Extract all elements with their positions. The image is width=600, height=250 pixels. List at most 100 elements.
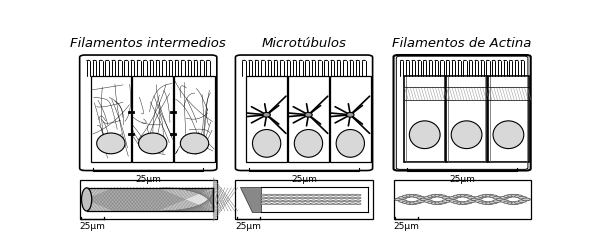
- Ellipse shape: [500, 200, 508, 202]
- Ellipse shape: [311, 197, 316, 199]
- Ellipse shape: [489, 201, 497, 204]
- Ellipse shape: [277, 194, 283, 196]
- Ellipse shape: [457, 194, 465, 197]
- Ellipse shape: [263, 112, 271, 117]
- Ellipse shape: [350, 200, 355, 202]
- Ellipse shape: [428, 195, 436, 198]
- Ellipse shape: [328, 197, 333, 199]
- Ellipse shape: [493, 121, 524, 148]
- Ellipse shape: [428, 201, 436, 204]
- Ellipse shape: [475, 196, 483, 199]
- Ellipse shape: [181, 133, 209, 154]
- Ellipse shape: [305, 200, 311, 202]
- Ellipse shape: [402, 195, 410, 198]
- Ellipse shape: [277, 197, 283, 199]
- Ellipse shape: [508, 202, 516, 204]
- Bar: [406, 76, 443, 162]
- Ellipse shape: [416, 200, 425, 202]
- Ellipse shape: [449, 196, 458, 199]
- Bar: [288, 76, 329, 162]
- Ellipse shape: [398, 196, 407, 199]
- Ellipse shape: [500, 196, 508, 199]
- Bar: [86, 188, 213, 211]
- Ellipse shape: [305, 203, 311, 204]
- Ellipse shape: [496, 198, 505, 201]
- Ellipse shape: [294, 197, 299, 199]
- Ellipse shape: [260, 197, 266, 199]
- Ellipse shape: [260, 200, 266, 202]
- Text: 25μm: 25μm: [291, 175, 317, 184]
- Ellipse shape: [518, 196, 527, 199]
- Ellipse shape: [311, 200, 316, 202]
- Ellipse shape: [467, 196, 476, 199]
- Ellipse shape: [471, 198, 479, 201]
- Ellipse shape: [344, 194, 350, 196]
- Ellipse shape: [289, 203, 294, 204]
- Ellipse shape: [435, 194, 443, 197]
- Ellipse shape: [316, 194, 322, 196]
- Bar: [175, 76, 215, 162]
- Ellipse shape: [421, 198, 428, 201]
- Ellipse shape: [333, 200, 338, 202]
- Ellipse shape: [475, 200, 483, 202]
- Text: Filamentos intermedios: Filamentos intermedios: [70, 37, 226, 50]
- Ellipse shape: [336, 130, 364, 157]
- Ellipse shape: [409, 202, 418, 204]
- Ellipse shape: [283, 203, 289, 204]
- Ellipse shape: [350, 203, 355, 204]
- Ellipse shape: [277, 200, 283, 202]
- Ellipse shape: [333, 197, 338, 199]
- Ellipse shape: [299, 200, 305, 202]
- Ellipse shape: [451, 121, 482, 148]
- Ellipse shape: [511, 194, 520, 197]
- Ellipse shape: [485, 202, 494, 204]
- Ellipse shape: [518, 200, 527, 202]
- Text: 25μm: 25μm: [236, 222, 262, 231]
- Ellipse shape: [333, 194, 338, 196]
- Ellipse shape: [493, 196, 501, 199]
- Ellipse shape: [439, 195, 447, 198]
- Ellipse shape: [453, 201, 461, 204]
- Ellipse shape: [260, 203, 266, 204]
- Ellipse shape: [289, 200, 294, 202]
- Ellipse shape: [482, 202, 490, 204]
- Ellipse shape: [272, 194, 277, 196]
- Ellipse shape: [289, 194, 294, 196]
- FancyBboxPatch shape: [397, 56, 528, 169]
- Ellipse shape: [311, 194, 316, 196]
- Ellipse shape: [253, 130, 281, 157]
- Ellipse shape: [139, 133, 167, 154]
- Ellipse shape: [322, 203, 328, 204]
- Text: 25μm: 25μm: [394, 222, 419, 231]
- Ellipse shape: [328, 194, 333, 196]
- Ellipse shape: [316, 200, 322, 202]
- Ellipse shape: [416, 196, 425, 199]
- Bar: [394, 180, 531, 219]
- Ellipse shape: [350, 194, 355, 196]
- Ellipse shape: [508, 194, 516, 197]
- Ellipse shape: [311, 203, 316, 204]
- Ellipse shape: [82, 188, 92, 211]
- Ellipse shape: [482, 194, 490, 197]
- Ellipse shape: [395, 198, 403, 201]
- Ellipse shape: [504, 201, 512, 204]
- Ellipse shape: [449, 200, 458, 202]
- Ellipse shape: [305, 197, 311, 199]
- Ellipse shape: [272, 197, 277, 199]
- Ellipse shape: [406, 194, 414, 197]
- Ellipse shape: [424, 200, 433, 202]
- Ellipse shape: [355, 194, 361, 196]
- Ellipse shape: [493, 200, 501, 202]
- Ellipse shape: [471, 198, 479, 201]
- Ellipse shape: [338, 197, 344, 199]
- Ellipse shape: [294, 194, 299, 196]
- Ellipse shape: [305, 194, 311, 196]
- Ellipse shape: [277, 203, 283, 204]
- Ellipse shape: [299, 197, 305, 199]
- Ellipse shape: [316, 203, 322, 204]
- Ellipse shape: [355, 200, 361, 202]
- Bar: [448, 76, 485, 162]
- Polygon shape: [240, 187, 261, 212]
- Ellipse shape: [424, 196, 433, 199]
- Ellipse shape: [328, 203, 333, 204]
